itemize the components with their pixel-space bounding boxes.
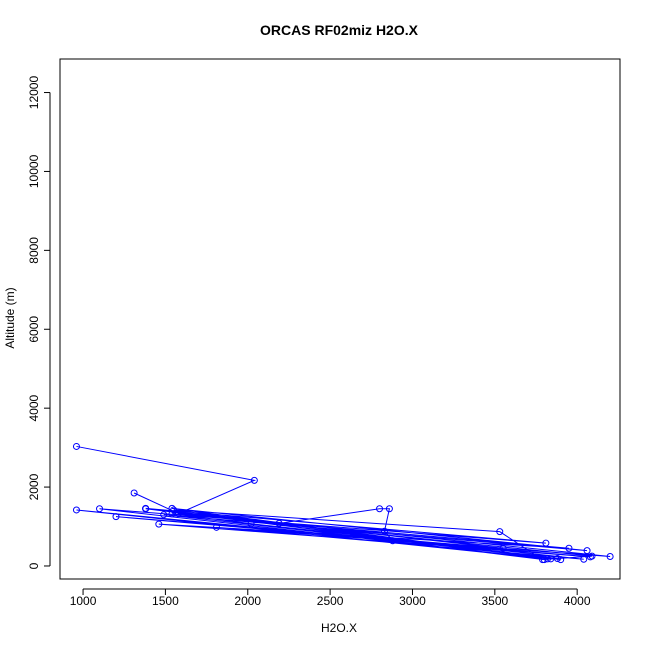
- plot-frame: [59, 58, 621, 580]
- data-point: [96, 505, 104, 513]
- data-point: [250, 476, 258, 484]
- y-tick-label: 0: [27, 562, 41, 569]
- data-point: [247, 520, 255, 528]
- chart-title: ORCAS RF02miz H2O.X: [260, 22, 419, 38]
- data-point: [539, 556, 547, 564]
- plot-area: [72, 442, 614, 564]
- x-tick-label: 2500: [317, 594, 344, 608]
- data-point: [376, 505, 384, 513]
- data-point: [544, 555, 552, 563]
- data-point: [588, 552, 596, 560]
- data-point: [275, 519, 283, 527]
- y-tick-label: 12000: [27, 76, 41, 110]
- data-point: [160, 511, 168, 519]
- data-point: [72, 506, 80, 514]
- y-axis-label: Altitude (m): [3, 287, 17, 348]
- data-point: [142, 505, 150, 513]
- data-point: [583, 547, 591, 555]
- y-tick-label: 4000: [27, 394, 41, 421]
- data-point: [72, 442, 80, 450]
- data-point: [553, 554, 561, 562]
- data-point: [580, 555, 588, 563]
- x-tick-label: 1500: [152, 594, 179, 608]
- data-point: [565, 544, 573, 552]
- data-point: [112, 513, 120, 521]
- y-axis: 0 2000 4000 6000 8000 10000 12000: [27, 76, 51, 569]
- data-point: [496, 528, 504, 536]
- y-tick-label: 6000: [27, 316, 41, 343]
- data-point: [499, 544, 507, 552]
- x-tick-label: 1000: [70, 594, 97, 608]
- data-point: [606, 553, 614, 561]
- x-tick-label: 3500: [481, 594, 508, 608]
- data-point: [542, 539, 550, 547]
- data-point: [389, 537, 397, 545]
- y-tick-label: 2000: [27, 473, 41, 500]
- data-point: [557, 556, 565, 564]
- x-axis: 1000 1500 2000 2500 3000 3500 4000: [70, 588, 591, 608]
- data-point: [385, 505, 393, 513]
- y-tick-label: 10000: [27, 154, 41, 188]
- data-point: [380, 527, 388, 535]
- series-line: [76, 445, 611, 561]
- x-tick-label: 3000: [399, 594, 426, 608]
- data-point: [212, 523, 220, 531]
- data-point: [175, 510, 183, 518]
- data-point: [170, 506, 178, 514]
- data-point: [155, 520, 163, 528]
- y-tick-label: 8000: [27, 237, 41, 264]
- data-point: [547, 555, 555, 563]
- x-tick-label: 2000: [234, 594, 261, 608]
- x-axis-label: H2O.X: [321, 621, 357, 635]
- x-tick-label: 4000: [564, 594, 591, 608]
- data-point: [130, 489, 138, 497]
- data-point: [168, 510, 176, 518]
